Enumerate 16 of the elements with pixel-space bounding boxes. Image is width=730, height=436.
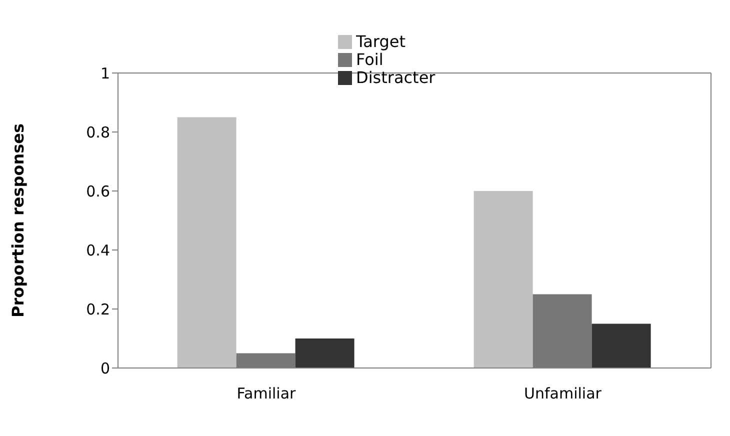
y-tick-label: 0.6 xyxy=(86,182,110,200)
y-tick-label: 0.4 xyxy=(86,241,110,260)
bar xyxy=(592,324,651,368)
bar xyxy=(474,191,533,368)
x-tick-label: Familiar xyxy=(236,384,297,403)
y-tick-label: 0.2 xyxy=(86,300,110,318)
legend-label: Foil xyxy=(356,50,384,69)
x-tick-label: Unfamiliar xyxy=(524,384,602,403)
bar xyxy=(177,117,236,368)
y-tick-label: 0.8 xyxy=(86,123,110,142)
legend-label: Target xyxy=(356,32,406,51)
y-tick-label: 1 xyxy=(100,64,110,82)
legend-label: Distracter xyxy=(356,68,436,87)
y-tick-label: 0 xyxy=(100,359,110,378)
bar xyxy=(295,338,354,368)
y-axis-title: Proportion responses xyxy=(8,123,28,318)
